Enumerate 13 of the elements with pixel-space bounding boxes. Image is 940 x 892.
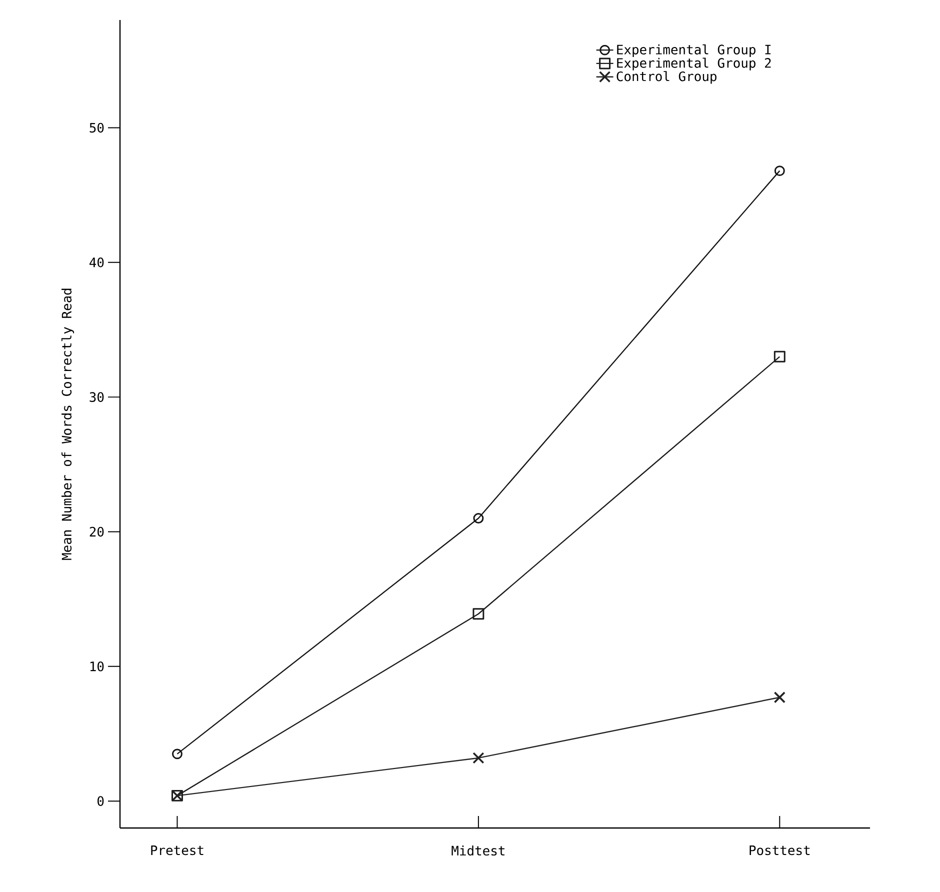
- legend-label: Control Group: [616, 71, 716, 84]
- y-tick-label: 20: [90, 526, 104, 537]
- y-tick-label: 0: [98, 796, 104, 806]
- x-tick-label: Pretest: [151, 846, 204, 856]
- legend-label: Experimental Group I: [617, 44, 771, 57]
- y-axis-title: Mean Number of Words Correctly Read: [61, 288, 74, 560]
- y-tick-label: 10: [90, 662, 104, 672]
- legend-label: Experimental Group 2: [617, 58, 771, 70]
- y-tick-label: 40: [90, 258, 104, 268]
- y-tick-label: 30: [90, 392, 104, 402]
- x-tick-label: Posttest: [750, 846, 810, 856]
- x-tick-label: Midtest: [452, 846, 504, 856]
- y-tick-label: 50: [90, 122, 104, 133]
